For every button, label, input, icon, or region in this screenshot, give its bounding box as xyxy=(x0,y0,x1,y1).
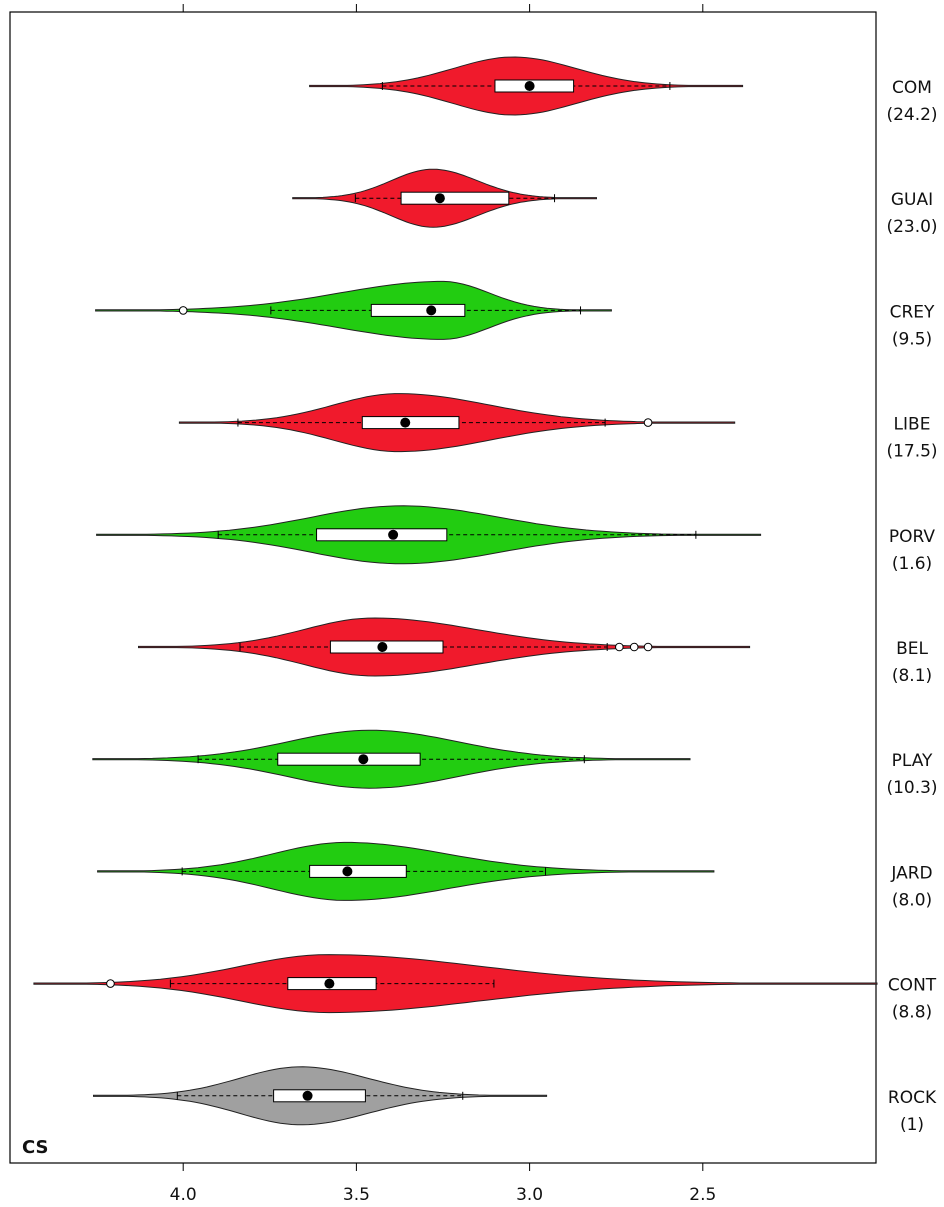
group-label: CONT xyxy=(888,976,937,996)
plot-frame xyxy=(9,11,877,1164)
group-note: (8.8) xyxy=(892,1003,932,1023)
group-label: PORV xyxy=(889,527,936,547)
median xyxy=(426,305,437,316)
median xyxy=(524,81,535,91)
outlier xyxy=(178,306,188,315)
median xyxy=(342,866,353,877)
group-note: (9.5) xyxy=(892,329,932,349)
box xyxy=(273,1089,366,1103)
outlier xyxy=(615,642,624,652)
outlier xyxy=(106,979,115,988)
group-note: (24.2) xyxy=(886,105,937,125)
violin xyxy=(33,954,878,1014)
group-note: (8.0) xyxy=(892,890,932,910)
median xyxy=(400,417,411,428)
group-label: COM xyxy=(892,78,932,98)
box xyxy=(277,752,421,766)
box xyxy=(316,528,448,542)
median xyxy=(324,978,335,989)
median xyxy=(434,193,445,204)
group-label: GUAI xyxy=(891,190,933,210)
box xyxy=(309,864,407,878)
median xyxy=(302,1090,313,1101)
group-label: ROCK xyxy=(888,1088,937,1108)
x-tick-label: 2.5 xyxy=(689,1185,716,1205)
box xyxy=(361,416,460,430)
group-label: BEL xyxy=(896,639,928,659)
group-note: (1.6) xyxy=(892,554,932,574)
group-note: (17.5) xyxy=(886,442,937,462)
group-note: (1) xyxy=(900,1115,924,1135)
corner-label: CS xyxy=(22,1137,49,1158)
group-label: PLAY xyxy=(892,751,933,771)
x-tick-label: 4.0 xyxy=(170,1185,197,1205)
median xyxy=(358,754,369,765)
x-tick-label: 3.0 xyxy=(516,1185,543,1205)
group-note: (23.0) xyxy=(886,217,937,237)
outlier xyxy=(643,642,653,652)
group-label: JARD xyxy=(890,863,932,883)
x-tick-label: 3.5 xyxy=(343,1185,370,1205)
group-label: LIBE xyxy=(894,415,931,435)
median xyxy=(388,529,399,540)
median xyxy=(377,642,388,652)
box xyxy=(400,191,510,205)
outlier xyxy=(629,642,639,652)
group-note: (10.3) xyxy=(886,778,937,798)
outlier xyxy=(643,418,653,427)
box xyxy=(370,303,466,317)
group-label: CREY xyxy=(890,302,935,322)
violin xyxy=(95,280,612,340)
group-note: (8.1) xyxy=(892,666,932,686)
